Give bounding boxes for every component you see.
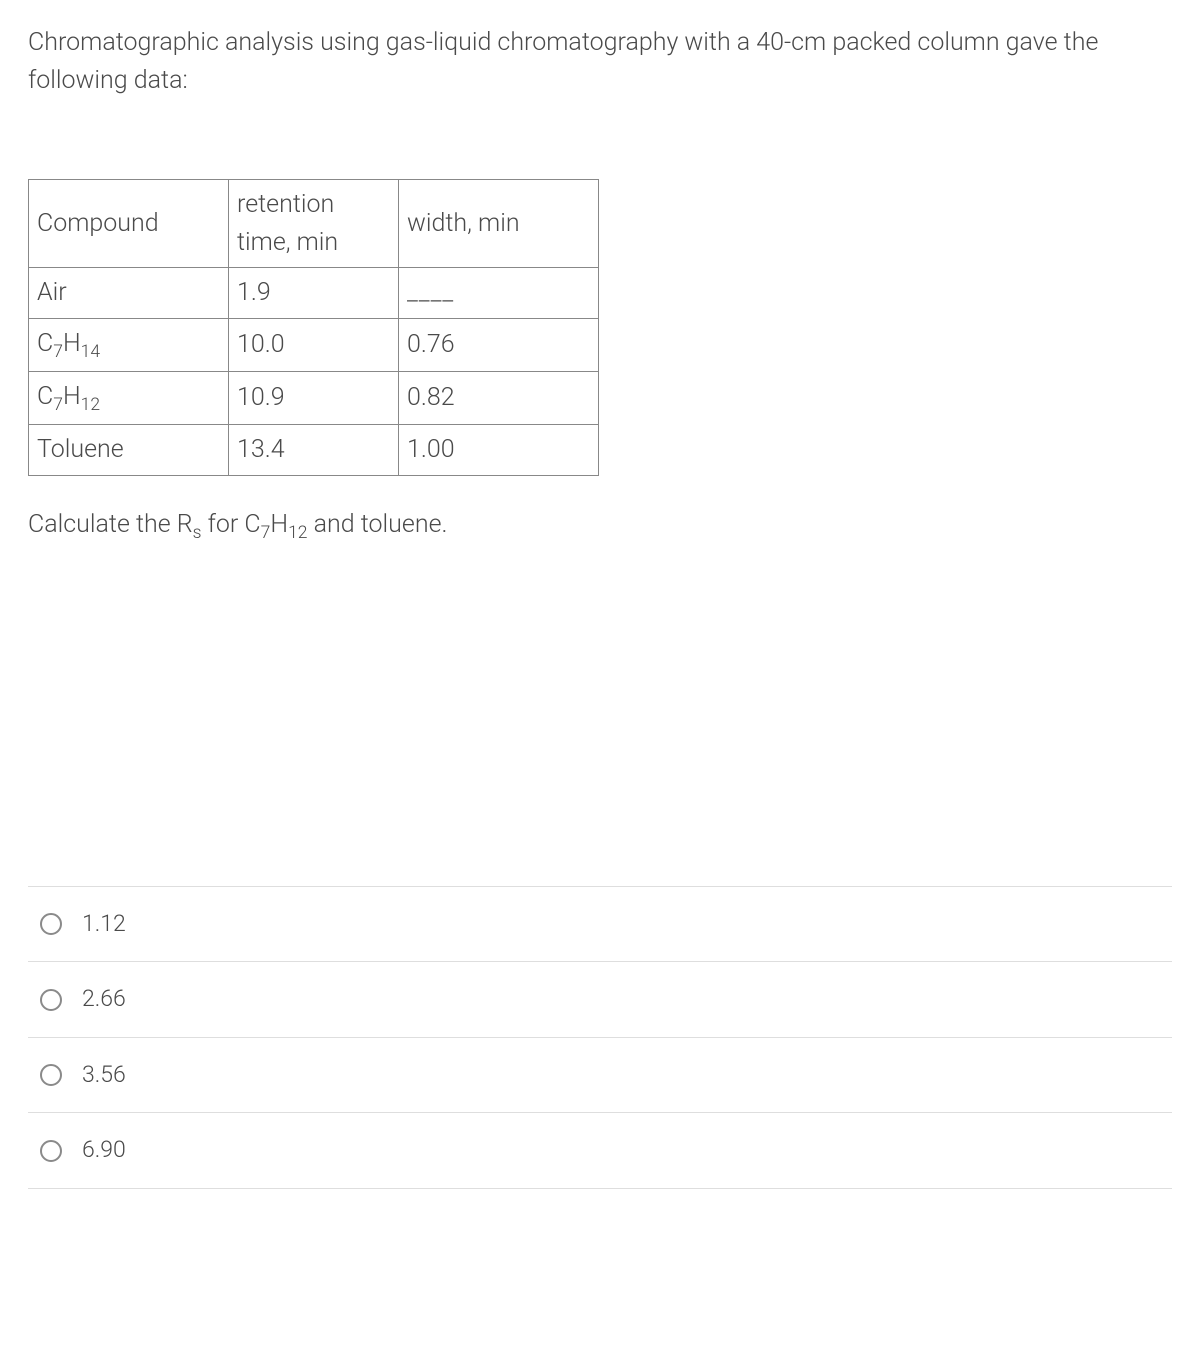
cell-width: 0.76	[399, 318, 599, 371]
option-1[interactable]: 1.12	[28, 887, 1172, 963]
header-retention: retention time, min	[229, 180, 399, 268]
cell-width: ____	[399, 268, 599, 319]
header-compound: Compound	[29, 180, 229, 268]
table-header-row: Compound retention time, min width, min	[29, 180, 599, 268]
cell-retention: 10.9	[229, 371, 399, 424]
chromatography-data-table: Compound retention time, min width, min …	[28, 179, 599, 476]
option-label: 3.56	[82, 1058, 126, 1093]
option-2[interactable]: 2.66	[28, 962, 1172, 1038]
option-4[interactable]: 6.90	[28, 1113, 1172, 1189]
cell-retention: 1.9	[229, 268, 399, 319]
table-row: C7H14 10.0 0.76	[29, 318, 599, 371]
table-row: Air 1.9 ____	[29, 268, 599, 319]
cell-retention: 10.0	[229, 318, 399, 371]
option-label: 2.66	[82, 982, 126, 1017]
radio-icon	[40, 1140, 62, 1162]
answer-options: 1.12 2.66 3.56 6.90	[28, 886, 1172, 1189]
radio-icon	[40, 913, 62, 935]
option-label: 6.90	[82, 1133, 126, 1168]
cell-retention: 13.4	[229, 425, 399, 476]
radio-icon	[40, 989, 62, 1011]
header-width: width, min	[399, 180, 599, 268]
cell-compound-air: Air	[29, 268, 229, 319]
radio-icon	[40, 1064, 62, 1086]
question-intro: Chromatographic analysis using gas-liqui…	[28, 24, 1172, 99]
cell-width: 0.82	[399, 371, 599, 424]
intro-line-1: Chromatographic analysis using gas-liqui…	[28, 28, 911, 57]
cell-compound-c7h14: C7H14	[29, 318, 229, 371]
table-row: C7H12 10.9 0.82	[29, 371, 599, 424]
option-label: 1.12	[82, 907, 126, 942]
option-3[interactable]: 3.56	[28, 1038, 1172, 1114]
cell-compound-toluene: Toluene	[29, 425, 229, 476]
table-row: Toluene 13.4 1.00	[29, 425, 599, 476]
cell-compound-c7h12: C7H12	[29, 371, 229, 424]
cell-width: 1.00	[399, 425, 599, 476]
calculate-instruction: Calculate the Rs for C7H12 and toluene.	[28, 506, 1172, 546]
